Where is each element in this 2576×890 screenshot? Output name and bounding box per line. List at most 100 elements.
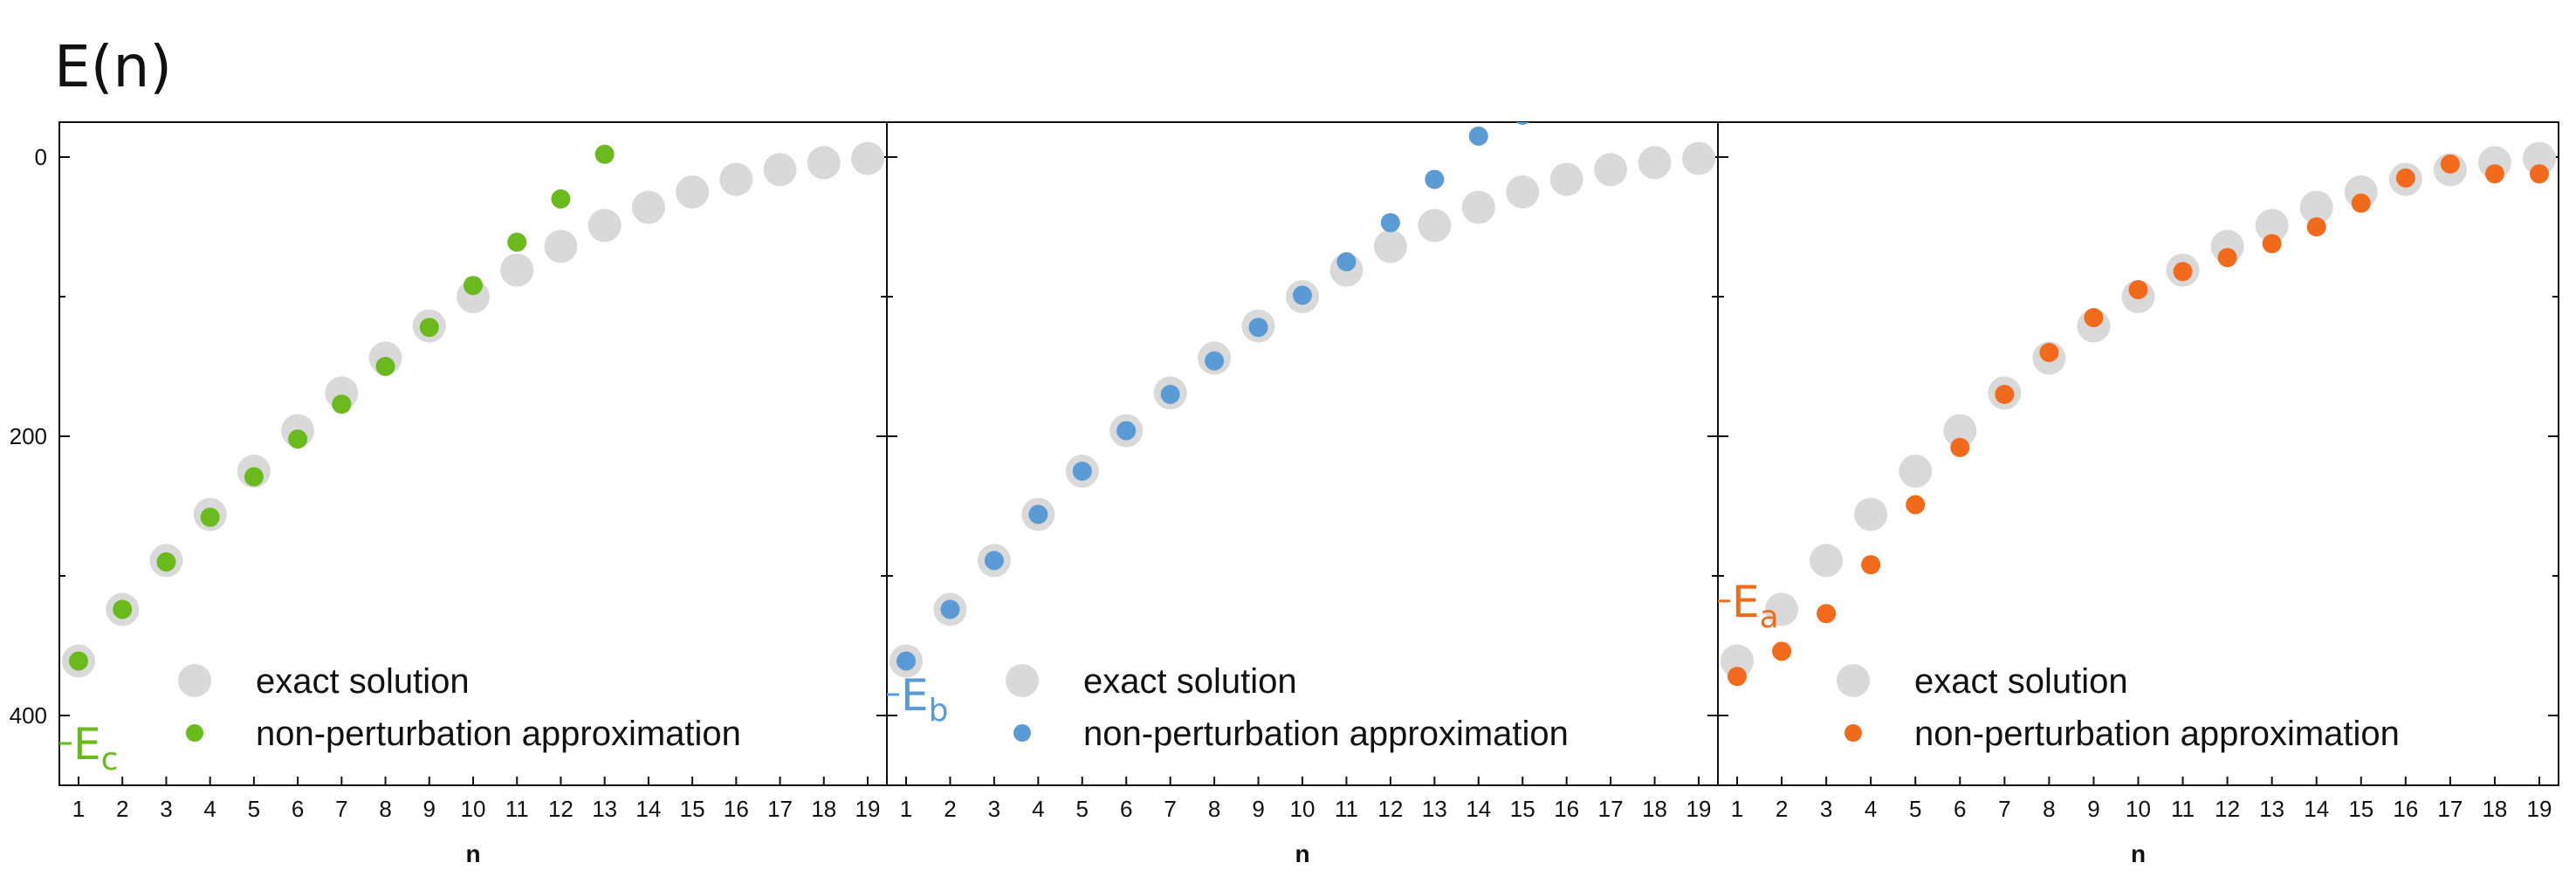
approximation-point — [200, 507, 220, 527]
legend-label-approximation: non-perturbation approximation — [1914, 715, 2400, 753]
approximation-point — [1380, 213, 1400, 233]
x-axis-label: n — [2131, 840, 2146, 867]
legend-marker-approximation — [1013, 724, 1031, 742]
x-tick-label: 2 — [944, 796, 956, 822]
approximation-point — [594, 144, 615, 164]
exact-solution-point — [676, 175, 710, 209]
x-tick-label: 7 — [1998, 796, 2010, 822]
approximation-point — [2395, 168, 2415, 188]
approximation-point — [1557, 85, 1577, 104]
x-tick-label: 3 — [1820, 796, 1832, 822]
approximation-point — [940, 599, 960, 620]
exact-solution-point — [631, 190, 665, 224]
x-tick-label: 16 — [2393, 796, 2418, 822]
x-tick-label: 15 — [680, 796, 705, 822]
exact-solution-point — [763, 153, 797, 187]
figure-title: E(n) — [54, 33, 173, 100]
exact-solution-point — [1594, 153, 1628, 187]
x-tick-label: 6 — [292, 796, 304, 822]
approximation-point — [1425, 169, 1445, 189]
x-tick-label: 16 — [724, 796, 749, 822]
exact-solution-point — [1682, 141, 1715, 175]
approximation-point — [113, 599, 133, 620]
data-points — [890, 85, 1715, 678]
exact-solution-point — [2523, 141, 2556, 175]
x-tick-label: 18 — [1642, 796, 1667, 822]
legend-marker-exact — [178, 664, 211, 697]
approximation-point — [2440, 154, 2460, 174]
energy-level-subscript: a — [1760, 599, 1779, 635]
legend-label-exact: exact solution — [256, 662, 470, 701]
approximation-point — [1293, 285, 1312, 305]
exact-solution-point — [1638, 146, 1672, 180]
legend-label-exact: exact solution — [1914, 662, 2128, 701]
x-tick-label: 16 — [1554, 796, 1579, 822]
x-tick-label: 8 — [379, 796, 391, 822]
approximation-point — [1817, 604, 1837, 624]
legend-marker-approximation — [1844, 724, 1862, 742]
x-tick-label: 10 — [461, 796, 486, 822]
y-tick-label: 0 — [35, 144, 47, 170]
approximation-point — [1906, 495, 1926, 515]
x-tick-label: 12 — [548, 796, 574, 822]
x-tick-label: 9 — [1252, 796, 1264, 822]
x-tick-label: 18 — [2482, 796, 2507, 822]
data-points — [1721, 141, 2556, 687]
x-tick-label: 8 — [1208, 796, 1220, 822]
legend-marker-exact — [1006, 664, 1039, 697]
approximation-point — [244, 467, 264, 487]
x-tick-label: 8 — [2043, 796, 2055, 822]
approximation-point — [1772, 641, 1792, 661]
approximation-point — [2039, 343, 2059, 362]
exact-solution-point — [1506, 175, 1540, 209]
exact-solution-point — [1373, 229, 1407, 264]
exact-solution-point — [1549, 162, 1583, 196]
energy-level-symbol: E — [901, 670, 929, 721]
x-tick-label: 19 — [2527, 796, 2552, 822]
x-tick-label: 15 — [2348, 796, 2373, 822]
x-tick-label: 10 — [2126, 796, 2151, 822]
approximation-point — [464, 276, 483, 296]
approximation-point — [2351, 193, 2371, 213]
x-tick-label: 2 — [116, 796, 128, 822]
approximation-point — [1205, 351, 1225, 371]
exact-solution-point — [1721, 644, 1754, 678]
approximation-point — [156, 552, 176, 572]
approximation-point — [332, 394, 352, 414]
y-tick-label: 200 — [10, 423, 47, 449]
exact-solution-point — [1899, 455, 1933, 488]
approximation-point — [551, 189, 571, 209]
x-tick-label: 3 — [988, 796, 1000, 822]
exact-solution-point — [1943, 414, 1977, 448]
exact-solution-point — [587, 209, 622, 243]
energy-level-label: Ec — [73, 719, 118, 777]
approximation-point — [69, 651, 88, 671]
x-tick-label: 17 — [1598, 796, 1624, 822]
legend-marker-approximation — [186, 724, 203, 742]
x-tick-label: 18 — [811, 796, 836, 822]
exact-solution-point — [1810, 544, 1844, 578]
approximation-point — [507, 232, 527, 252]
x-tick-label: 19 — [855, 796, 881, 822]
approximation-point — [1248, 318, 1268, 338]
x-tick-label: 5 — [1076, 796, 1089, 822]
approximation-point — [419, 318, 439, 338]
approximation-point — [984, 551, 1004, 571]
energy-level-symbol: E — [73, 719, 101, 770]
x-tick-label: 5 — [248, 796, 260, 822]
x-tick-label: 1 — [72, 796, 85, 822]
x-tick-label: 9 — [2087, 796, 2099, 822]
approximation-point — [1336, 252, 1357, 271]
x-tick-label: 14 — [635, 796, 661, 822]
x-axis-label: n — [1295, 840, 1309, 867]
x-tick-label: 17 — [767, 796, 793, 822]
x-tick-label: 1 — [900, 796, 912, 822]
legend-label-approximation: non-perturbation approximation — [1083, 715, 1569, 753]
x-tick-label: 14 — [1466, 796, 1491, 822]
x-tick-label: 5 — [1909, 796, 1921, 822]
approximation-point — [2262, 234, 2282, 254]
approximation-point — [2128, 280, 2148, 299]
approximation-point — [2484, 164, 2504, 184]
approximation-point — [1515, 122, 1529, 125]
